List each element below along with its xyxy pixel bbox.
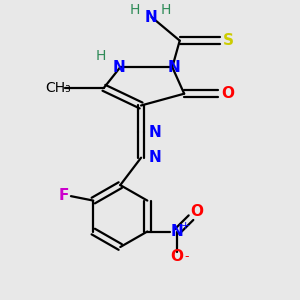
Text: +: + xyxy=(181,221,190,231)
Text: F: F xyxy=(58,188,69,203)
Text: O: O xyxy=(190,204,203,219)
Text: O: O xyxy=(221,86,234,101)
Text: H: H xyxy=(96,49,106,63)
Text: N: N xyxy=(171,224,183,239)
Text: N: N xyxy=(149,124,162,140)
Text: CH₃: CH₃ xyxy=(45,81,71,95)
Text: N: N xyxy=(145,10,158,25)
Text: N: N xyxy=(167,60,180,75)
Text: H: H xyxy=(160,3,171,17)
Text: S: S xyxy=(223,33,234,48)
Text: N: N xyxy=(112,60,125,75)
Text: H: H xyxy=(130,3,140,17)
Text: N: N xyxy=(149,150,162,165)
Text: O: O xyxy=(170,249,184,264)
Text: -: - xyxy=(184,250,189,263)
